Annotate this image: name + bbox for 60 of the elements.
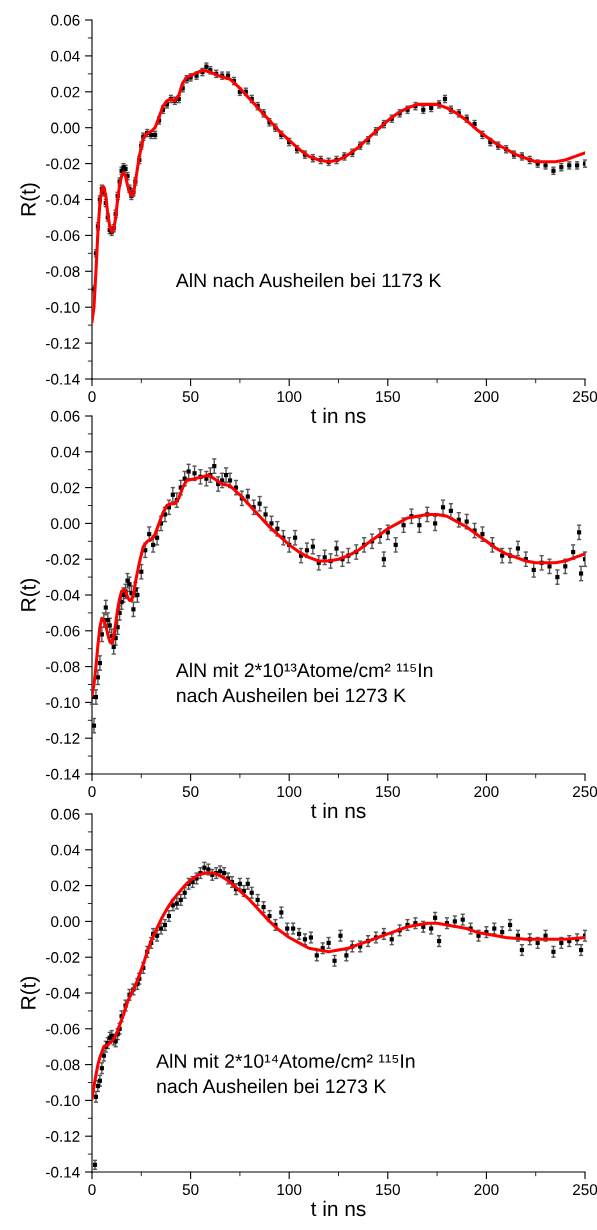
y-tick-label: -0.08 <box>46 661 80 673</box>
y-tick-label: -0.08 <box>46 1059 80 1071</box>
x-tick-label: 0 <box>88 391 96 403</box>
x-tick-label: 250 <box>573 391 597 403</box>
x-tick-label: 200 <box>474 1184 499 1196</box>
y-tick-label: -0.06 <box>46 1023 80 1035</box>
y-tick-label: 0.06 <box>51 808 80 820</box>
x-tick-label: 150 <box>376 391 400 403</box>
x-tick-label: 150 <box>376 786 400 798</box>
y-tick-label: 0.04 <box>51 844 80 856</box>
y-tick-label: -0.04 <box>46 987 80 999</box>
y-tick-label: -0.06 <box>46 625 80 637</box>
x-tick-label: 250 <box>573 786 597 798</box>
y-tick-label: 0.06 <box>51 410 80 422</box>
y-axis-title: R(t) <box>20 578 40 611</box>
x-tick-label: 50 <box>182 391 199 403</box>
y-tick-label: -0.14 <box>46 768 80 780</box>
x-axis-title: t in ns <box>311 407 366 424</box>
x-axis-title: t in ns <box>311 802 366 819</box>
y-tick-label: -0.04 <box>46 589 80 601</box>
y-tick-label: -0.02 <box>46 952 80 963</box>
y-tick-label: 0.00 <box>51 916 80 928</box>
annotation: AlN mit 2*10¹⁴Atome/cm² ¹¹⁵In nach Ausheilen bei 1273 K <box>156 1053 415 1094</box>
y-axis-title: R(t) <box>20 976 40 1009</box>
x-tick-label: 50 <box>182 1184 199 1196</box>
y-tick-label: -0.12 <box>46 337 80 349</box>
y-tick-label: 0.02 <box>51 86 80 98</box>
x-tick-label: 0 <box>88 1184 96 1196</box>
x-tick-label: 100 <box>277 391 302 403</box>
y-tick-label: -0.08 <box>46 266 80 277</box>
y-tick-label: -0.12 <box>46 1131 80 1142</box>
x-tick-label: 150 <box>376 1184 400 1196</box>
y-tick-label: -0.14 <box>46 373 80 385</box>
y-tick-label: -0.10 <box>46 302 80 313</box>
y-tick-label: 0.02 <box>51 880 80 892</box>
y-tick-label: 0.00 <box>51 122 80 134</box>
x-axis-title: t in ns <box>311 1200 366 1217</box>
x-tick-label: 50 <box>182 786 199 798</box>
y-tick-label: -0.02 <box>46 158 80 170</box>
y-tick-label: -0.12 <box>46 733 80 744</box>
x-tick-label: 250 <box>573 1184 597 1196</box>
y-tick-label: 0.00 <box>51 518 80 530</box>
y-tick-label: -0.10 <box>46 697 80 709</box>
x-tick-label: 100 <box>277 786 302 798</box>
y-axis-title: R(t) <box>20 183 40 216</box>
x-tick-label: 0 <box>88 786 96 798</box>
annotation: AlN nach Ausheilen bei 1173 K <box>175 273 442 288</box>
y-tick-label: 0.02 <box>51 482 80 494</box>
y-tick-label: -0.14 <box>46 1166 80 1178</box>
y-tick-label: 0.04 <box>51 446 80 458</box>
x-tick-label: 100 <box>277 1184 302 1196</box>
y-tick-label: -0.02 <box>46 554 80 565</box>
x-tick-label: 200 <box>474 786 499 798</box>
y-tick-label: -0.04 <box>46 194 80 206</box>
y-tick-label: 0.06 <box>51 14 80 26</box>
x-tick-label: 200 <box>474 391 499 403</box>
y-tick-label: -0.06 <box>46 230 80 242</box>
y-tick-label: 0.04 <box>51 50 80 62</box>
annotation: AlN mit 2*10¹³Atome/cm² ¹¹⁵In nach Ausheilen bei 1273 K <box>175 662 433 703</box>
y-tick-label: -0.10 <box>46 1095 80 1107</box>
